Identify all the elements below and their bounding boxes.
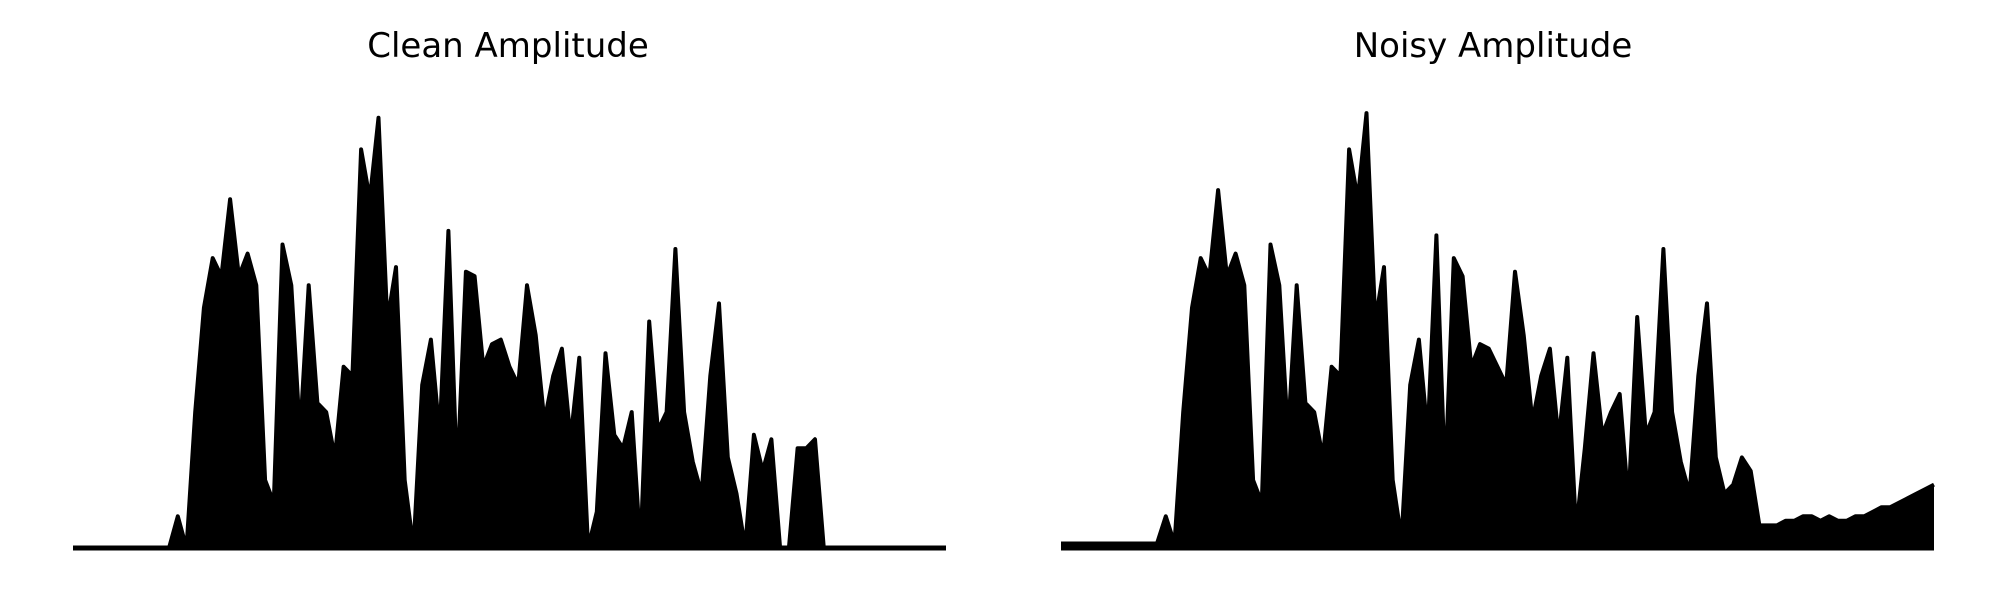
noisy-amplitude-title: Noisy Amplitude: [1354, 26, 1633, 66]
noisy-amplitude-panel: Noisy Amplitude: [1061, 26, 1935, 551]
clean-amplitude-line: [73, 115, 946, 550]
noisy-amplitude-envelope: [1061, 113, 1934, 548]
clean-amplitude-title: Clean Amplitude: [367, 26, 649, 66]
clean-amplitude-envelope: [73, 117, 946, 548]
noisy-amplitude-line: [1061, 111, 1935, 546]
clean-amplitude-panel: Clean Amplitude: [73, 26, 946, 551]
